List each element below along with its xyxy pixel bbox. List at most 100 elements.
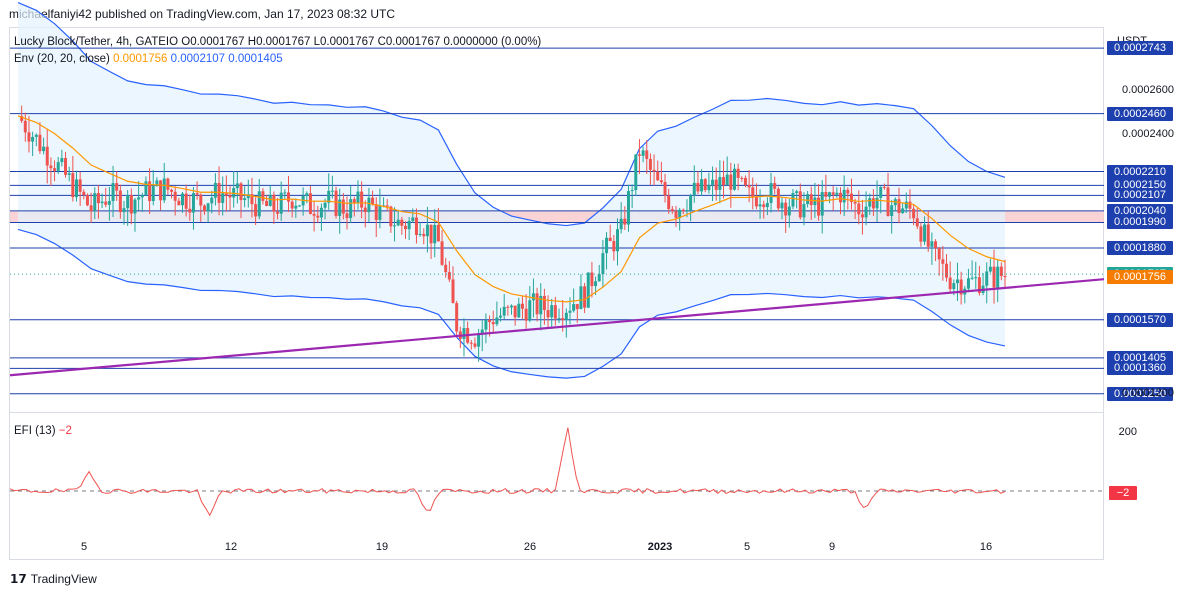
candle-body [579, 286, 583, 310]
legend-symbol-row: Lucky Block/Tether, 4h, GATEIO O0.000176… [14, 36, 541, 48]
legend-envelope-row: Env (20, 20, close) 0.0001756 0.0002107 … [14, 53, 283, 65]
candle-body [140, 195, 144, 198]
candle-body [338, 199, 342, 216]
candle-body [42, 146, 46, 152]
candle-body [648, 158, 652, 170]
candle-body [919, 226, 923, 242]
candle-body [126, 195, 130, 209]
candle-body [327, 190, 331, 203]
candle-body [594, 281, 598, 287]
candle-body [700, 179, 704, 192]
candle-body [725, 174, 729, 186]
candle-body [542, 295, 546, 311]
candle-body [575, 304, 579, 310]
candle-body [945, 263, 949, 278]
candle-body [31, 136, 35, 142]
candle-body [729, 174, 733, 190]
candle-body [915, 218, 919, 227]
candle-body [839, 192, 842, 203]
candle-body [937, 247, 941, 260]
candle-body [254, 204, 258, 217]
candle-body [38, 134, 42, 152]
level-price-badge: 0.0001880 [1107, 240, 1173, 255]
candle-body [199, 194, 203, 206]
candle-body [784, 202, 788, 216]
candle-body [374, 204, 378, 220]
candle-body [23, 120, 27, 133]
price-tick: 0.0001200 [1122, 387, 1174, 399]
candle-body [568, 310, 572, 313]
candle-body [974, 277, 978, 279]
envelope-mid-badge: 0.0001756 [1107, 269, 1173, 284]
candle-body [670, 209, 674, 212]
candle-body [477, 334, 481, 347]
candle-body [297, 205, 301, 207]
date-tick: 5 [743, 541, 751, 553]
candle-body [674, 211, 678, 218]
candle-body [144, 181, 148, 196]
candle-body [184, 193, 188, 209]
candle-body [371, 197, 375, 205]
candle-body [305, 193, 309, 196]
candle-body [572, 304, 576, 311]
candle-body [385, 205, 389, 207]
candle-body [828, 192, 832, 197]
candle-body [747, 184, 751, 188]
candle-body [722, 177, 726, 186]
candle-body [159, 180, 163, 201]
candle-body [495, 317, 499, 325]
candle-body [440, 241, 444, 265]
candle-body [952, 283, 956, 290]
candle-body [853, 201, 857, 204]
candle-body [45, 146, 49, 166]
candle-body [908, 201, 912, 209]
candle-body [82, 191, 86, 196]
candle-body [425, 224, 429, 237]
candle-body [824, 191, 828, 197]
candle-body [506, 306, 510, 308]
level-price-badge: 0.0002210 [1107, 164, 1173, 179]
candle-body [513, 305, 517, 318]
candle-body [912, 208, 916, 219]
tradingview-logo-icon: 𝟭𝟳 [10, 572, 27, 586]
candle-body [868, 198, 872, 207]
candle-body [714, 179, 718, 190]
candle-body [356, 191, 360, 204]
candle-body [524, 308, 528, 321]
envelope-upper-line [17, 1, 1006, 227]
candle-body [842, 189, 846, 203]
brand[interactable]: 𝟭𝟳 TradingView [10, 572, 97, 586]
envelope-lower-line [17, 228, 1006, 379]
candle-body [637, 154, 641, 156]
legend-envelope-upper: 0.0002107 [170, 53, 226, 65]
candle-body [462, 328, 466, 339]
level-price-badge: 0.0002040 [1107, 203, 1173, 218]
candle-body [553, 305, 557, 319]
candle-body [531, 293, 535, 301]
candle-body [605, 237, 609, 254]
candle-body [107, 201, 111, 205]
candle-body [634, 154, 638, 191]
candle-body [817, 197, 821, 216]
candle-body [550, 305, 554, 318]
candle-body [414, 217, 418, 235]
price-tick: 0.0002400 [1122, 128, 1174, 140]
legend-ohlc: O0.0001767 H0.0001767 L0.0001767 C0.0001… [181, 36, 542, 48]
candle-body [718, 177, 722, 190]
candle-body [689, 195, 693, 211]
level-price-badge: 0.0001990 [1107, 215, 1173, 230]
candle-body [177, 200, 181, 206]
candle-body [612, 241, 616, 252]
candle-body [996, 266, 1000, 288]
legend-envelope-mid: 0.0001756 [113, 53, 168, 65]
pane-separator[interactable] [9, 412, 1104, 413]
candle-body [239, 183, 243, 201]
candle-body [1003, 276, 1007, 278]
candle-body [740, 177, 744, 179]
candle-body [429, 224, 433, 244]
date-tick: 2023 [647, 541, 673, 553]
candle-body [378, 205, 382, 220]
candle-body [608, 237, 612, 242]
candle-body [64, 158, 68, 175]
